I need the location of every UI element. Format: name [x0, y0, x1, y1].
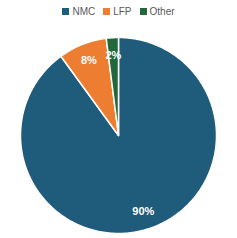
- svg-text:90%: 90%: [132, 205, 154, 217]
- html-text:LFP: LFP: [113, 5, 132, 17]
- html-text:Other: Other: [149, 5, 175, 17]
- svg-text:8%: 8%: [81, 54, 97, 66]
- svg-text:2%: 2%: [106, 49, 122, 61]
- html-text:NMC: NMC: [72, 5, 96, 17]
